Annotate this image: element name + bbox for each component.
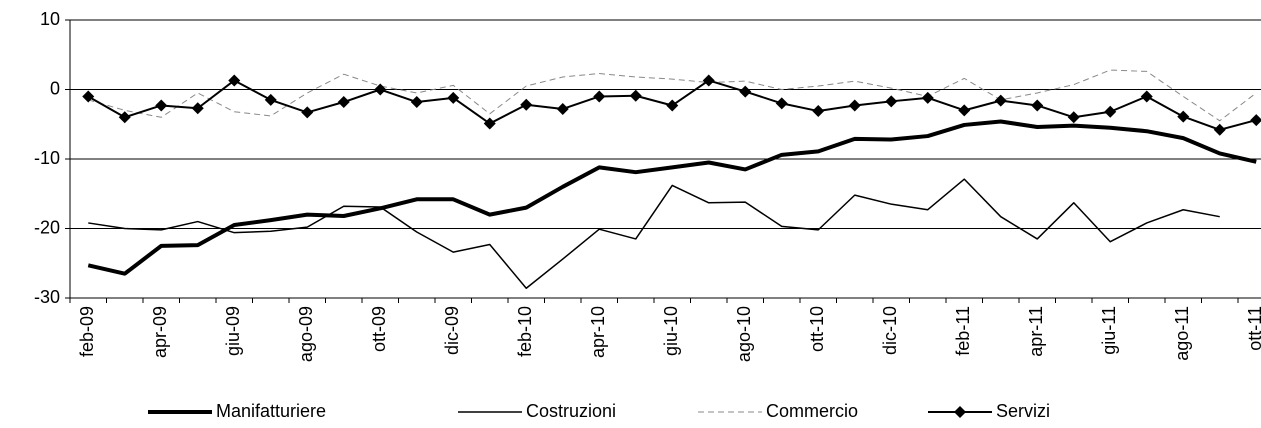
marker — [1067, 111, 1080, 124]
y-tick-label: 0 — [50, 78, 60, 98]
x-tick-label: apr-09 — [150, 306, 170, 358]
x-tick-label: apr-11 — [1026, 306, 1046, 357]
marker — [1177, 110, 1190, 123]
marker — [848, 99, 861, 112]
marker — [739, 85, 752, 98]
x-tick-label: ott-11 — [1245, 306, 1261, 351]
marker — [1213, 123, 1226, 136]
marker — [1104, 105, 1117, 118]
x-tick-label: ott-10 — [807, 306, 827, 352]
x-tick-label: giu-10 — [661, 306, 681, 356]
marker — [301, 106, 314, 119]
marker — [593, 90, 606, 103]
marker — [191, 102, 204, 115]
series-line — [88, 69, 1257, 122]
marker — [337, 96, 350, 109]
x-tick-label: giu-11 — [1099, 306, 1119, 355]
marker — [994, 94, 1007, 107]
marker — [82, 90, 95, 103]
legend-label: Costruzioni — [526, 401, 616, 421]
x-tick-label: feb-11 — [953, 306, 973, 356]
y-tick-label: -30 — [34, 287, 60, 307]
x-tick-label: apr-10 — [588, 306, 608, 358]
marker — [885, 95, 898, 108]
legend-label: Manifatturiere — [216, 401, 326, 421]
marker — [447, 91, 460, 104]
marker — [1031, 99, 1044, 112]
marker — [1250, 114, 1261, 127]
marker — [775, 97, 788, 110]
x-tick-label: dic-09 — [442, 306, 462, 355]
marker — [374, 83, 387, 96]
marker — [921, 91, 934, 104]
x-tick-label: ago-10 — [734, 306, 754, 362]
x-tick-label: giu-09 — [223, 306, 243, 356]
marker — [958, 104, 971, 117]
legend-label: Servizi — [996, 401, 1050, 421]
marker — [118, 111, 131, 124]
marker — [556, 102, 569, 115]
x-tick-label: feb-09 — [77, 306, 97, 357]
series-line — [87, 119, 1257, 276]
x-tick-label: feb-10 — [515, 306, 535, 357]
y-tick-label: -10 — [34, 148, 60, 168]
series-line — [88, 178, 1220, 290]
marker — [483, 117, 496, 130]
marker — [264, 93, 277, 106]
y-tick-label: -20 — [34, 217, 60, 237]
marker — [629, 89, 642, 102]
x-tick-label: ago-09 — [296, 306, 316, 362]
legend-label: Commercio — [766, 401, 858, 421]
marker — [520, 98, 533, 111]
marker — [1140, 90, 1153, 103]
marker — [410, 96, 423, 109]
marker — [155, 99, 168, 112]
marker — [702, 74, 715, 87]
legend-marker — [954, 406, 966, 418]
x-tick-label: ago-11 — [1172, 306, 1192, 361]
x-tick-label: ott-09 — [369, 306, 389, 352]
y-tick-label: 10 — [40, 9, 60, 29]
x-tick-label: dic-10 — [880, 306, 900, 355]
marker — [228, 74, 241, 87]
marker — [666, 99, 679, 112]
marker — [812, 105, 825, 118]
